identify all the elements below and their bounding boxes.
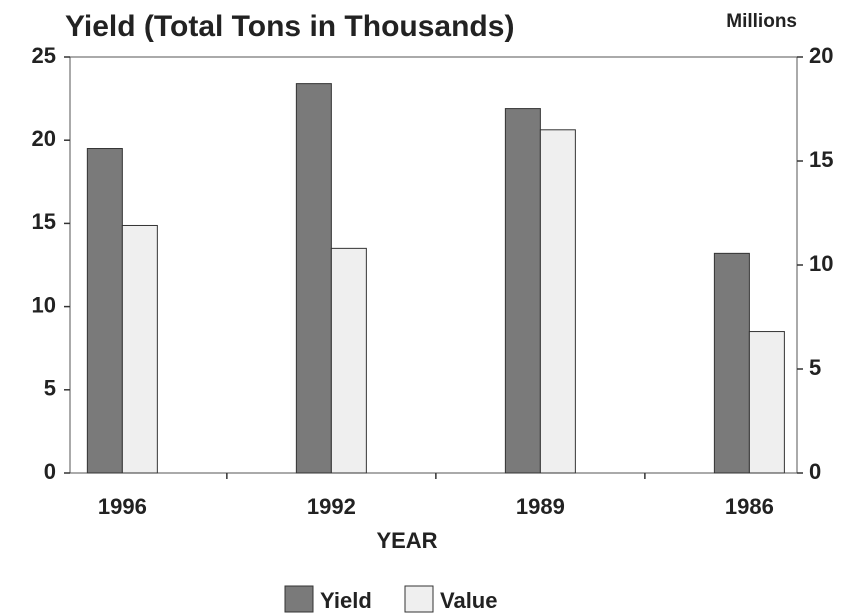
y-tick-label: 15 <box>32 209 56 234</box>
y-tick-label: 10 <box>32 292 56 317</box>
legend-swatch <box>284 585 314 613</box>
bar <box>748 331 785 474</box>
y-tick-label: 25 <box>32 43 56 68</box>
bar <box>504 108 541 474</box>
y2-tick-label: 10 <box>809 251 833 276</box>
chart-title: Yield (Total Tons in Thousands) <box>65 10 514 43</box>
legend-swatch <box>404 585 434 613</box>
y-tick-label: 5 <box>44 376 56 401</box>
y2-tick-label: 15 <box>809 147 833 172</box>
y-tick-label: 20 <box>32 126 56 151</box>
legend-label: Value <box>440 588 497 613</box>
x-tick-label: 1989 <box>516 494 565 519</box>
y-tick-label: 0 <box>44 459 56 484</box>
x-tick-label: 1996 <box>98 494 147 519</box>
y2-tick-label: 0 <box>809 459 821 484</box>
bar <box>713 252 750 474</box>
bar <box>121 224 158 474</box>
x-tick-label: 1986 <box>725 494 774 519</box>
bar <box>539 129 576 474</box>
plot-frame <box>69 56 798 474</box>
y2-axis-label: Millions <box>726 11 797 32</box>
bar <box>330 247 367 474</box>
legend-label: Yield <box>320 588 372 613</box>
y2-tick-label: 20 <box>809 43 833 68</box>
bar <box>86 148 123 474</box>
x-axis-label: YEAR <box>376 528 437 553</box>
x-tick-label: 1992 <box>307 494 356 519</box>
y2-tick-label: 5 <box>809 355 821 380</box>
bar <box>295 83 332 474</box>
